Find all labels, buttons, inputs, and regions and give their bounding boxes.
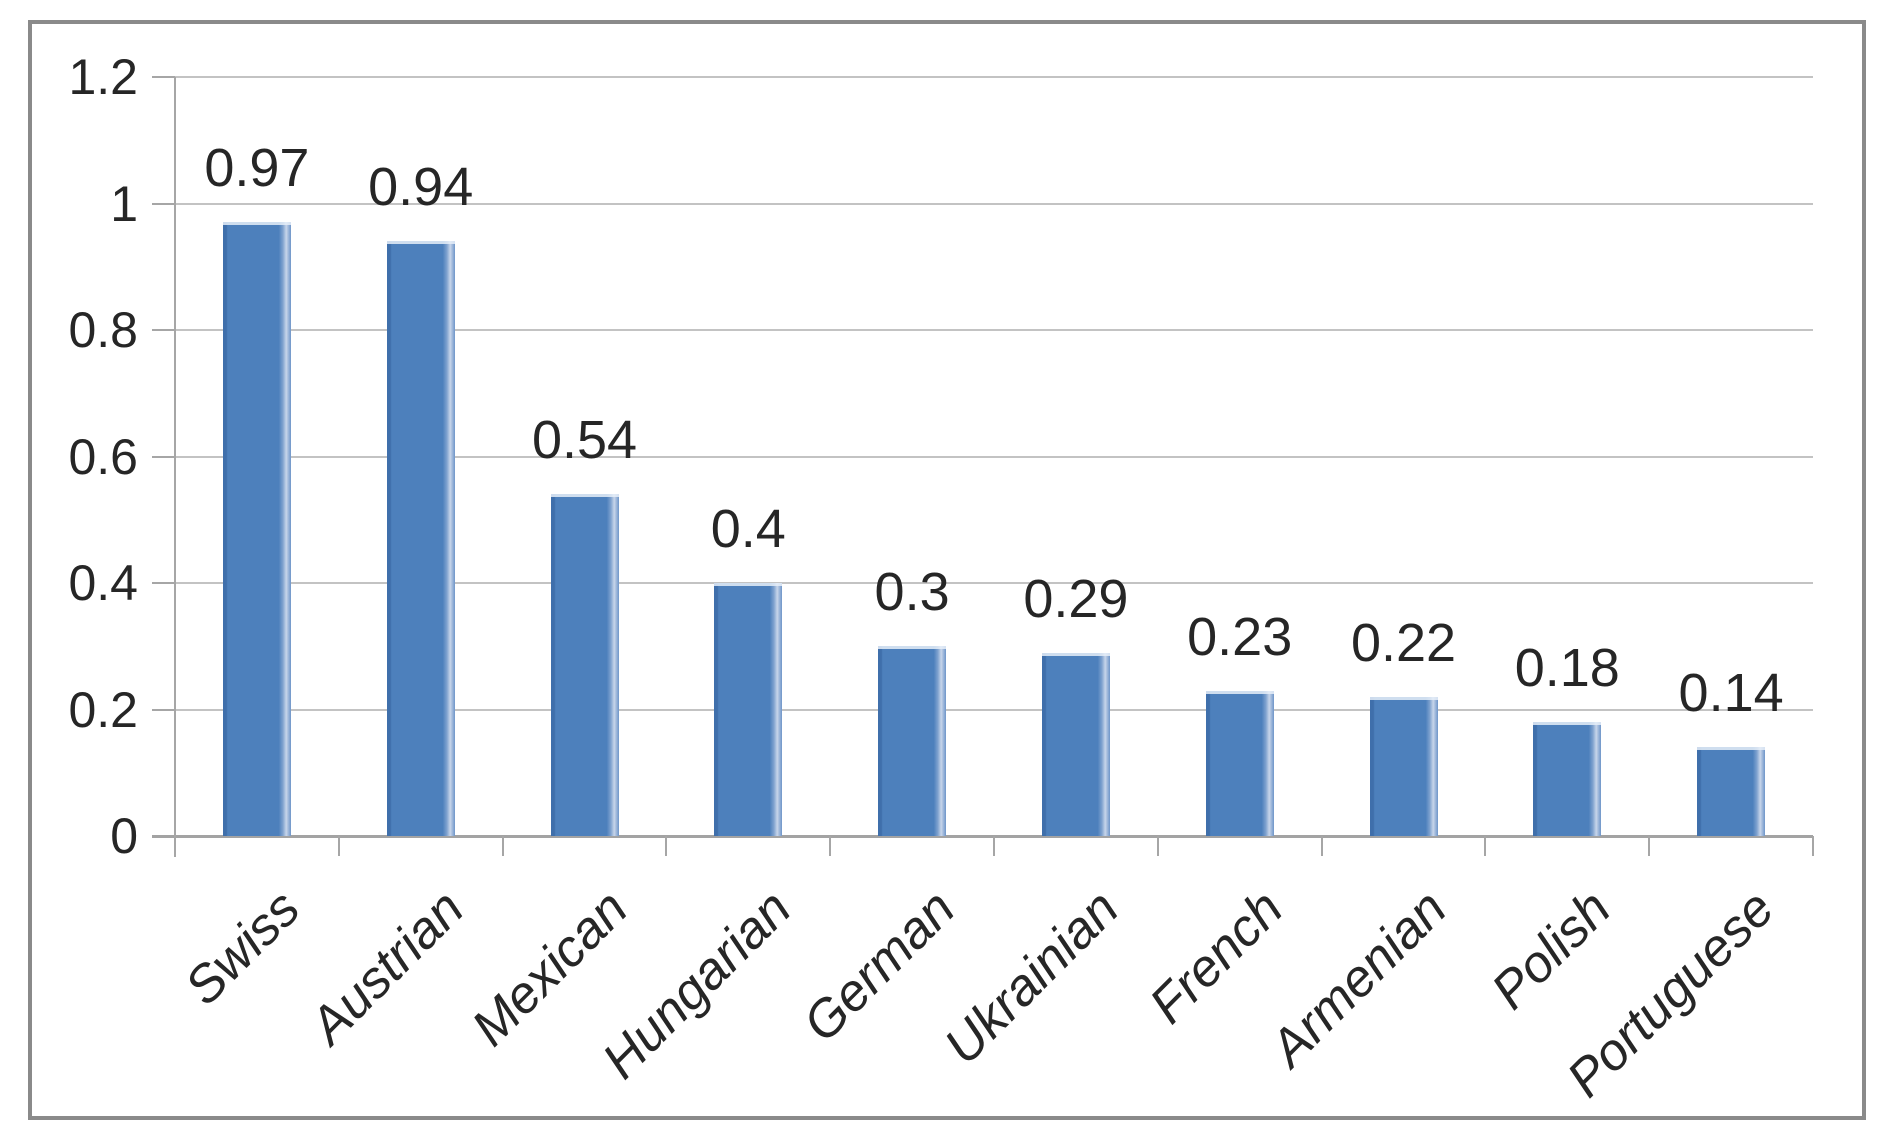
y-tick [152, 76, 175, 78]
bar-value-label: 0.97 [204, 138, 310, 199]
x-tick [1812, 836, 1814, 856]
bar-value-label: 0.54 [531, 410, 638, 471]
x-tick [1156, 836, 1159, 856]
x-tick [174, 836, 176, 856]
bar-value-label: 0.22 [1350, 612, 1457, 673]
bar [878, 646, 947, 836]
bar [222, 222, 291, 836]
y-tick [152, 708, 175, 711]
x-tick [665, 836, 668, 856]
x-tick [1484, 836, 1487, 856]
y-tick [152, 329, 175, 331]
gridline [175, 76, 1813, 78]
x-tick [993, 836, 995, 856]
bar-value-label: 0.14 [1678, 663, 1784, 724]
bar-value-label: 0.94 [368, 157, 474, 218]
y-tick [152, 582, 175, 584]
y-tick-label: 1.2 [68, 49, 138, 105]
bar [714, 583, 783, 836]
y-tick-label: 0.6 [68, 428, 138, 485]
gridline [175, 455, 1813, 458]
gridline [175, 329, 1813, 331]
x-tick [501, 836, 504, 856]
y-tick-label: 0.8 [68, 302, 138, 358]
bar [550, 494, 619, 836]
y-axis-line [174, 77, 176, 857]
y-tick-label: 0 [110, 808, 138, 864]
x-tick [1320, 836, 1323, 856]
x-tick [829, 836, 832, 856]
y-tick [152, 455, 175, 458]
gridline [175, 708, 1813, 711]
bar-value-label: 0.29 [1023, 568, 1129, 629]
bar-value-label: 0.4 [710, 499, 786, 559]
y-tick [152, 202, 175, 205]
bar [1205, 690, 1274, 836]
bar-value-label: 0.23 [1187, 606, 1293, 667]
bar [1697, 747, 1766, 836]
bar-value-label: 0.18 [1514, 638, 1620, 699]
bar-value-label: 0.3 [874, 562, 950, 623]
gridline [175, 582, 1813, 584]
y-tick-label: 1 [110, 175, 138, 232]
bar [386, 241, 455, 836]
bar [1369, 696, 1438, 836]
y-tick-label: 0.2 [68, 681, 138, 738]
y-tick-label: 0.4 [68, 555, 138, 611]
x-tick [1648, 836, 1651, 856]
gridline [175, 202, 1813, 205]
bar [1041, 652, 1110, 836]
x-tick [337, 836, 340, 856]
bar [1533, 722, 1602, 836]
x-axis-line [152, 835, 1813, 838]
